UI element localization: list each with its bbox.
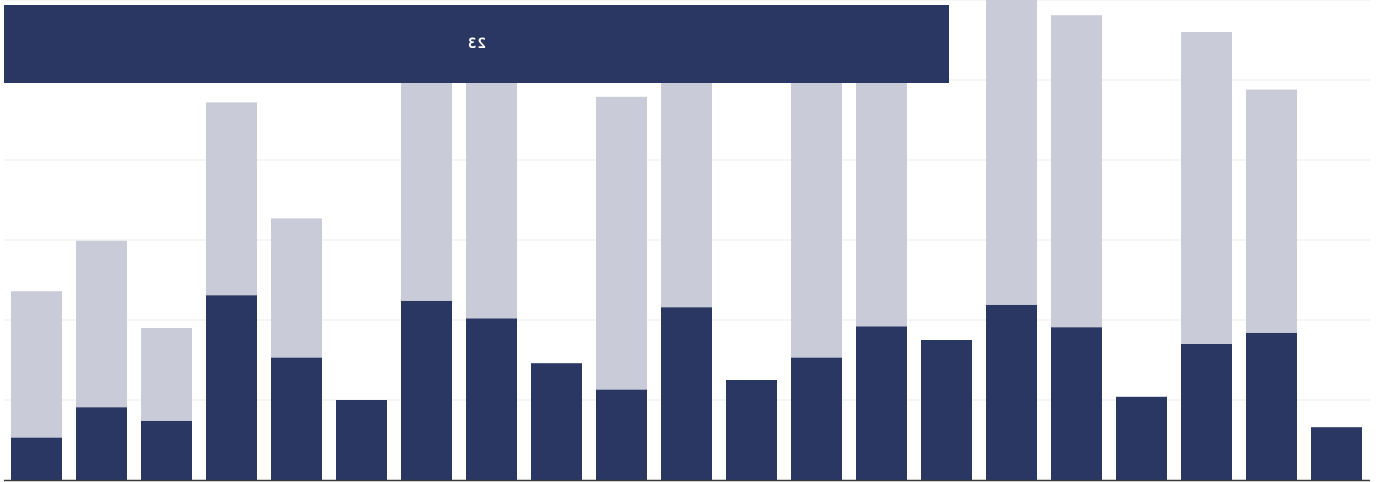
bar-lower-segment-5[interactable] — [271, 357, 322, 480]
bar-lower-segment-9[interactable] — [531, 363, 582, 480]
bar-upper-segment-3[interactable] — [141, 328, 192, 421]
bar-lower-segment-7[interactable] — [401, 300, 452, 480]
bar-lower-segment-10[interactable] — [596, 389, 647, 480]
bar-upper-segment-20[interactable] — [1246, 89, 1297, 333]
bar-lower-segment-11[interactable] — [661, 307, 712, 480]
bar-lower-segment-3[interactable] — [141, 420, 192, 480]
bar-lower-segment-20[interactable] — [1246, 332, 1297, 480]
bar-lower-segment-14[interactable] — [856, 326, 907, 480]
bar-lower-segment-19[interactable] — [1181, 344, 1232, 480]
bar-upper-segment-1[interactable] — [11, 291, 62, 438]
bar-lower-segment-2[interactable] — [76, 407, 127, 480]
bar-lower-segment-17[interactable] — [1051, 327, 1102, 480]
bar-lower-segment-16[interactable] — [986, 304, 1037, 480]
bar-lower-segment-12[interactable] — [726, 380, 777, 480]
bar-lower-segment-15[interactable] — [921, 340, 972, 480]
bar-lower-segment-4[interactable] — [206, 295, 257, 480]
bar-lower-segment-13[interactable] — [791, 357, 842, 480]
bar-upper-segment-5[interactable] — [271, 218, 322, 358]
bar-upper-segment-4[interactable] — [206, 102, 257, 296]
bar-upper-segment-17[interactable] — [1051, 15, 1102, 328]
bar-upper-segment-10[interactable] — [596, 96, 647, 390]
bar-lower-segment-18[interactable] — [1116, 396, 1167, 480]
tooltip-value: 23 — [467, 36, 486, 52]
bar-upper-segment-2[interactable] — [76, 240, 127, 408]
bar-lower-segment-1[interactable] — [11, 437, 62, 480]
bar-lower-segment-8[interactable] — [466, 318, 517, 480]
bar-upper-segment-16[interactable] — [986, 0, 1037, 305]
bar-lower-segment-21[interactable] — [1311, 427, 1362, 480]
bar-upper-segment-8[interactable] — [466, 76, 517, 319]
tooltip-banner: 23 — [4, 5, 949, 83]
bar-lower-segment-6[interactable] — [336, 400, 387, 480]
bar-upper-segment-19[interactable] — [1181, 32, 1232, 344]
